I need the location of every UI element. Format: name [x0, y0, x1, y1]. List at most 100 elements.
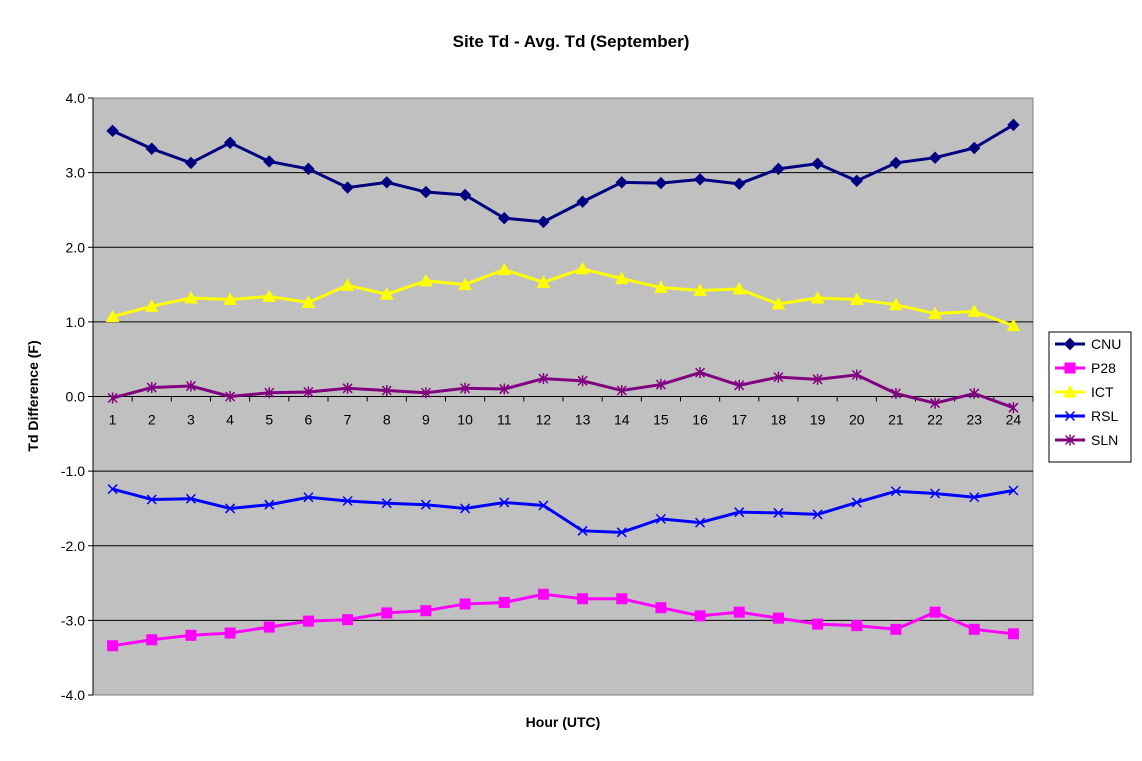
- x-tick-label: 18: [771, 412, 787, 428]
- data-point-sln: [616, 385, 627, 397]
- data-point-ict: [536, 275, 551, 288]
- x-tick-label: 10: [457, 412, 473, 428]
- y-tick-label: 2.0: [66, 239, 86, 255]
- data-point-cnu: [733, 177, 746, 191]
- legend-item-p28: P28: [1055, 360, 1116, 376]
- data-point-ict: [771, 296, 786, 310]
- data-point-rsl: [655, 513, 666, 524]
- data-point-rsl: [616, 527, 627, 538]
- data-point-cnu: [498, 211, 511, 225]
- data-point-p28: [498, 596, 510, 608]
- data-point-cnu: [419, 185, 433, 199]
- data-point-rsl: [890, 486, 901, 497]
- plot-area: 4.03.02.01.00.0-1.0-2.0-3.0-4.01 2 3 4 5 6 7 8 9…: [61, 90, 1034, 703]
- data-point-sln: [734, 379, 745, 391]
- legend-marker-cnu: [1063, 337, 1077, 351]
- data-point-ict: [654, 280, 668, 294]
- data-point-rsl: [773, 507, 784, 518]
- data-point-cnu: [263, 155, 276, 168]
- data-point-ict: [497, 262, 512, 276]
- y-tick-label: -3.0: [61, 612, 85, 628]
- data-point-ict: [340, 278, 355, 291]
- data-point-p28: [812, 618, 824, 630]
- data-point-sln: [420, 387, 431, 399]
- data-point-cnu: [341, 181, 354, 194]
- data-point-sln: [225, 391, 236, 402]
- data-point-cnu: [615, 176, 628, 189]
- data-point-cnu: [850, 174, 863, 188]
- y-tick-label: -2.0: [61, 538, 85, 554]
- y-tick-label: -1.0: [61, 463, 85, 479]
- x-tick-label: 23: [966, 412, 982, 428]
- data-point-rsl: [695, 517, 706, 528]
- x-tick-label: 12: [536, 412, 552, 428]
- x-tick-label: 4: [226, 412, 234, 428]
- data-point-cnu: [302, 162, 315, 176]
- data-point-p28: [185, 629, 197, 641]
- data-point-p28: [381, 607, 393, 619]
- data-point-cnu: [772, 162, 785, 176]
- y-tick-label: 0.0: [66, 389, 86, 405]
- x-tick-label: 3: [187, 412, 195, 428]
- data-point-ict: [223, 292, 237, 305]
- data-point-sln: [930, 397, 941, 409]
- data-point-p28: [733, 606, 745, 618]
- legend-item-rsl: RSL: [1055, 408, 1118, 424]
- data-point-ict: [1006, 318, 1021, 332]
- chart-title: Site Td - Avg. Td (September): [453, 32, 690, 51]
- data-point-sln: [773, 371, 784, 383]
- data-point-rsl: [225, 503, 236, 514]
- x-tick-label: 24: [1006, 412, 1022, 428]
- data-point-cnu: [576, 195, 589, 208]
- x-tick-label: 8: [383, 412, 391, 428]
- legend-label-p28: P28: [1091, 360, 1116, 376]
- series-rsl: [107, 484, 1019, 538]
- series-line-rsl: [112, 487, 1014, 534]
- data-point-rsl: [420, 499, 431, 510]
- x-tick-label: 9: [422, 412, 430, 428]
- data-point-sln: [303, 386, 314, 398]
- data-point-ict: [262, 289, 277, 303]
- data-point-rsl: [107, 484, 118, 495]
- data-point-cnu: [693, 173, 707, 186]
- data-point-p28: [655, 602, 667, 614]
- data-point-cnu: [458, 188, 472, 202]
- data-point-p28: [968, 623, 980, 635]
- data-point-cnu: [380, 176, 393, 189]
- x-tick-label: 17: [731, 412, 747, 428]
- data-point-rsl: [577, 525, 588, 536]
- data-point-cnu: [145, 142, 158, 155]
- data-point-rsl: [185, 493, 196, 504]
- data-point-ict: [810, 290, 825, 304]
- legend-marker-rsl: [1064, 410, 1076, 422]
- data-point-rsl: [969, 492, 980, 503]
- data-point-sln: [969, 388, 980, 400]
- data-point-p28: [107, 640, 119, 652]
- data-point-ict: [301, 295, 316, 308]
- legend-marker-sln: [1064, 434, 1076, 446]
- data-point-sln: [499, 383, 510, 395]
- data-point-cnu: [889, 156, 903, 170]
- data-point-rsl: [499, 497, 510, 508]
- data-point-sln: [146, 382, 157, 394]
- y-tick-label: 4.0: [66, 90, 86, 106]
- data-point-p28: [577, 593, 589, 605]
- series-line-cnu: [111, 123, 1015, 224]
- data-point-p28: [146, 634, 158, 646]
- legend-marker-ict: [1063, 384, 1077, 398]
- data-point-sln: [460, 382, 471, 394]
- data-point-ict: [889, 297, 903, 311]
- data-point-sln: [264, 387, 275, 399]
- y-tick-label: 3.0: [66, 165, 86, 181]
- data-point-p28: [224, 627, 236, 639]
- y-tick-label: 1.0: [66, 314, 86, 330]
- data-point-ict: [144, 299, 159, 312]
- data-point-cnu: [1007, 118, 1020, 132]
- data-point-sln: [655, 379, 666, 391]
- x-tick-label: 13: [575, 412, 591, 428]
- y-axis-label: Td Difference (F): [25, 340, 41, 451]
- data-point-cnu: [654, 176, 668, 190]
- data-point-sln: [381, 385, 392, 397]
- data-point-ict: [184, 290, 198, 304]
